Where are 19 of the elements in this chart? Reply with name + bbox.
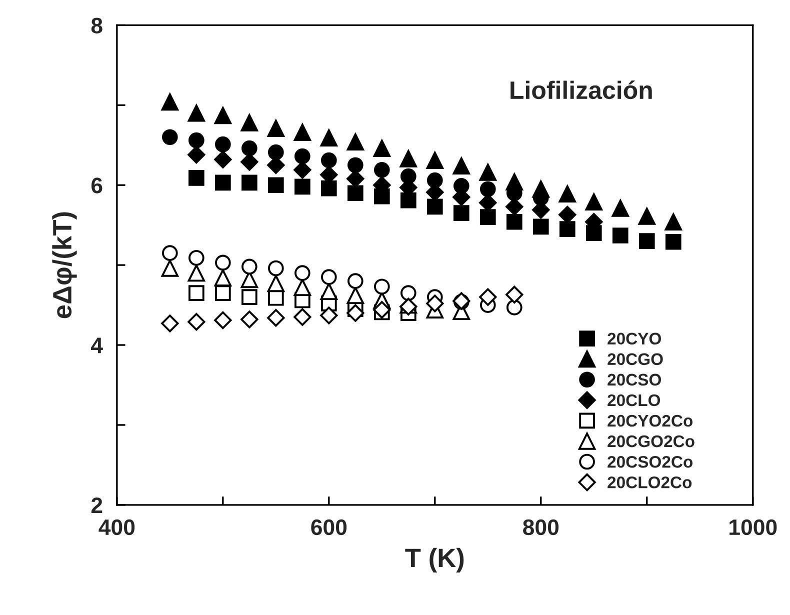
x-tick-label: 600 (311, 519, 347, 536)
legend-label: 20CYO2Co (608, 414, 693, 427)
x-tick-label: 1000 (730, 519, 777, 536)
y-axis-title: eΔφ/(kT) (52, 212, 77, 318)
x-tick-label: 800 (523, 519, 559, 536)
annotation: Liofilización (510, 80, 652, 100)
legend-label: 20CLO2Co (608, 476, 692, 488)
legend-label: 20CGO (608, 353, 663, 366)
y-tick-label: 6 (91, 178, 102, 194)
legend-label: 20CSO2Co (608, 456, 693, 468)
x-tick-label: 400 (98, 519, 135, 536)
legend-label: 20CYO (608, 332, 661, 345)
y-tick-label: 8 (91, 18, 102, 34)
x-axis-title: T (K) (405, 548, 464, 572)
legend-label: 20CGO2Co (608, 435, 694, 448)
legend-label: 20CLO (608, 394, 660, 406)
y-tick-label: 4 (91, 338, 103, 354)
legend-label: 20CSO (608, 374, 661, 386)
y-tick-label: 2 (91, 497, 102, 513)
